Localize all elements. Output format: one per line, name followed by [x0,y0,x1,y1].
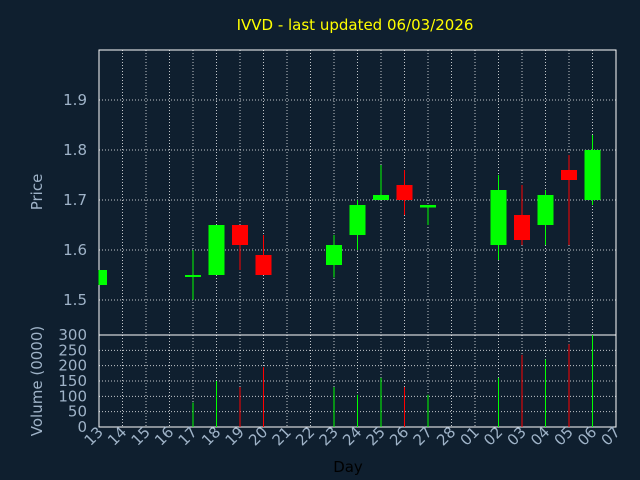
candle-body [490,190,507,245]
candle-body [232,225,248,245]
price-tick-label: 1.7 [63,191,87,209]
candle [514,185,530,245]
candle [420,205,436,225]
volume-tick-label: 100 [58,387,87,405]
candle-body [561,170,577,180]
candle-body [396,185,413,200]
price-axis-label: Price [28,174,46,211]
candle-body [514,215,530,240]
x-axis: 1314151617181920212223242526272801020304… [81,423,624,449]
volume-tick-label: 150 [58,372,87,390]
candle [490,175,507,260]
candle [537,190,554,245]
candle [326,235,342,278]
candle [396,170,413,215]
x-axis-label: Day [333,458,363,476]
candle [584,135,601,205]
price-tick-label: 1.6 [63,241,87,259]
candle-body [584,150,601,200]
price-panel: 1.5 1.6 1.7 1.8 1.9 [63,49,617,336]
chart-title: IVVD - last updated 06/03/2026 [237,16,474,34]
candle-body [326,245,342,265]
price-tick-label: 1.9 [63,91,87,109]
candle-body [420,205,436,208]
candle-body [99,270,107,285]
candle-body [208,225,225,275]
candle-body [537,195,554,225]
candle [349,200,366,250]
volume-tick-label: 200 [58,357,87,375]
volume-tick-label: 0 [77,418,87,436]
volume-axis-label: Volume (0000) [28,326,46,436]
candle-body [349,205,366,235]
candle [255,235,272,275]
candle-body [373,195,389,200]
price-tick-label: 1.5 [63,291,87,309]
candle-body [255,255,272,275]
candle [373,165,389,200]
candle [561,155,577,245]
volume-tick-label: 250 [58,341,87,359]
candle [185,250,201,300]
candle-body [185,275,201,277]
price-tick-label: 1.8 [63,141,87,159]
volume-tick-label: 300 [58,326,87,344]
candle [232,225,248,270]
volume-tick-label: 50 [68,403,87,421]
candle [98,270,107,285]
candle [208,225,225,275]
